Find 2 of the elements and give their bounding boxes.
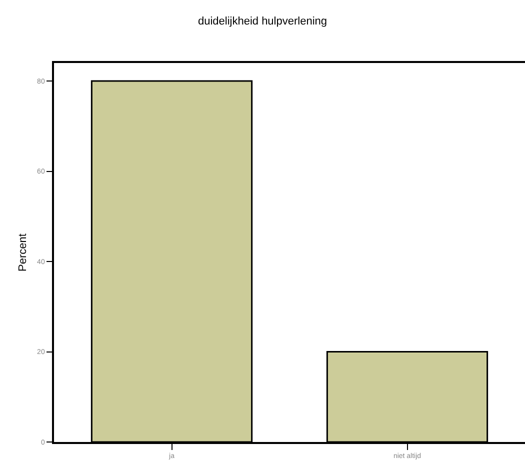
chart-title: duidelijkheid hulpverlening xyxy=(198,15,328,28)
y-axis-title: Percent xyxy=(17,234,30,272)
